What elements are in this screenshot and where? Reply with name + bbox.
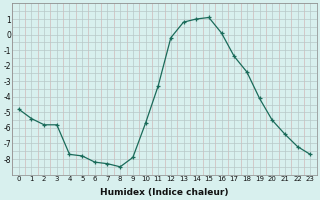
X-axis label: Humidex (Indice chaleur): Humidex (Indice chaleur) [100,188,229,197]
